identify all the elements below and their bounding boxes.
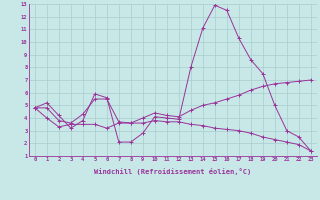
X-axis label: Windchill (Refroidissement éolien,°C): Windchill (Refroidissement éolien,°C) xyxy=(94,168,252,175)
